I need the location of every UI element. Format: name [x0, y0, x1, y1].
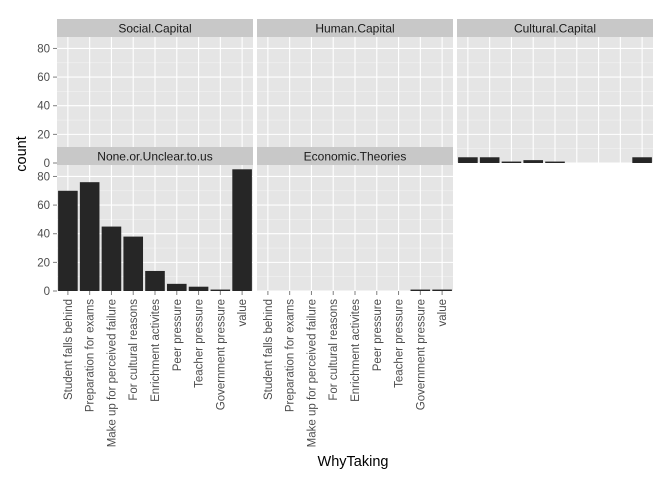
facet-panels: Social.Capital 0 20 40 60 80 Human.Capital Cult… [37, 19, 653, 447]
bar-none-or-unclear-to-us-for-cultural-reasons [123, 236, 144, 291]
y-tick-label: 60 [37, 200, 50, 212]
facet-title: Human.Capital [315, 22, 394, 36]
y-tick-label: 80 [37, 43, 50, 55]
bar-none-or-unclear-to-us-value [232, 169, 252, 291]
bar-none-or-unclear-to-us-peer-pressure [166, 283, 187, 291]
facet-none-or-unclear-to-us: None.or.Unclear.to.us 0 20 40 60 80 Student fa… [37, 147, 253, 447]
y-axis-title: count [14, 136, 30, 171]
bar-economic-theories-government-pressure [410, 289, 431, 291]
x-tick-label: For cultural reasons [128, 299, 140, 401]
x-tick-label: Teacher pressure [394, 299, 406, 388]
y-tick-label: 0 [44, 158, 50, 170]
x-tick-label: value [237, 299, 249, 327]
facet-strip [57, 147, 253, 165]
bar-cultural-capital-preparation-for-exams [479, 157, 500, 163]
x-tick-label: Preparation for exams [285, 299, 297, 412]
x-tick-label: Government pressure [215, 299, 227, 410]
y-tick-label: 80 [37, 171, 50, 183]
y-tick-label: 20 [37, 129, 50, 141]
bar-cultural-capital-make-up-for-perceived-failure [501, 161, 522, 163]
y-tick-label: 40 [37, 101, 50, 113]
bar-none-or-unclear-to-us-government-pressure [210, 289, 231, 291]
facet-economic-theories: Economic.Theories Student falls behind Pre… [257, 147, 453, 447]
facet-strip [457, 19, 653, 37]
facet-title: Cultural.Capital [514, 22, 596, 36]
x-tick-label: Student falls behind [63, 299, 75, 400]
x-tick-label: Make up for perceived failure [106, 299, 118, 447]
x-tick-label: Make up for perceived failure [306, 299, 318, 447]
x-tick-label: Enrichment activites [350, 299, 362, 402]
x-tick-label: Government pressure [415, 299, 427, 410]
facet-title: None.or.Unclear.to.us [97, 150, 212, 164]
bar-none-or-unclear-to-us-preparation-for-exams [79, 182, 100, 291]
bar-cultural-capital-for-cultural-reasons [523, 160, 544, 163]
x-tick-label: value [437, 299, 449, 327]
bar-cultural-capital-student-falls-behind [458, 157, 478, 163]
x-tick-label: Enrichment activites [150, 299, 162, 402]
x-axis-title: WhyTaking [318, 454, 389, 470]
facet-strip [257, 147, 453, 165]
facet-strip [257, 19, 453, 37]
bar-cultural-capital-enrichment-activites [545, 161, 565, 163]
bar-economic-theories-value [432, 289, 452, 291]
bar-none-or-unclear-to-us-enrichment-activites [145, 270, 165, 291]
bar-none-or-unclear-to-us-teacher-pressure [188, 286, 209, 291]
facet-title: Economic.Theories [304, 150, 407, 164]
x-tick-label: Teacher pressure [194, 299, 206, 388]
facet-human-capital: Human.Capital [257, 19, 453, 164]
y-tick-label: 60 [37, 72, 50, 84]
bar-cultural-capital-value [632, 157, 652, 163]
facet-title: Social.Capital [118, 22, 191, 36]
y-tick-label: 0 [44, 286, 50, 298]
x-tick-label: For cultural reasons [328, 299, 340, 401]
facet-cultural-capital: Cultural.Capital [457, 19, 653, 164]
bar-none-or-unclear-to-us-student-falls-behind [58, 190, 78, 291]
x-tick-label: Student falls behind [263, 299, 275, 400]
facet-strip [57, 19, 253, 37]
x-tick-label: Peer pressure [172, 299, 184, 371]
y-tick-label: 40 [37, 229, 50, 241]
y-tick-label: 20 [37, 257, 50, 269]
x-tick-label: Peer pressure [372, 299, 384, 371]
bar-none-or-unclear-to-us-make-up-for-perceived-failure [101, 226, 122, 291]
x-tick-label: Preparation for exams [85, 299, 97, 412]
